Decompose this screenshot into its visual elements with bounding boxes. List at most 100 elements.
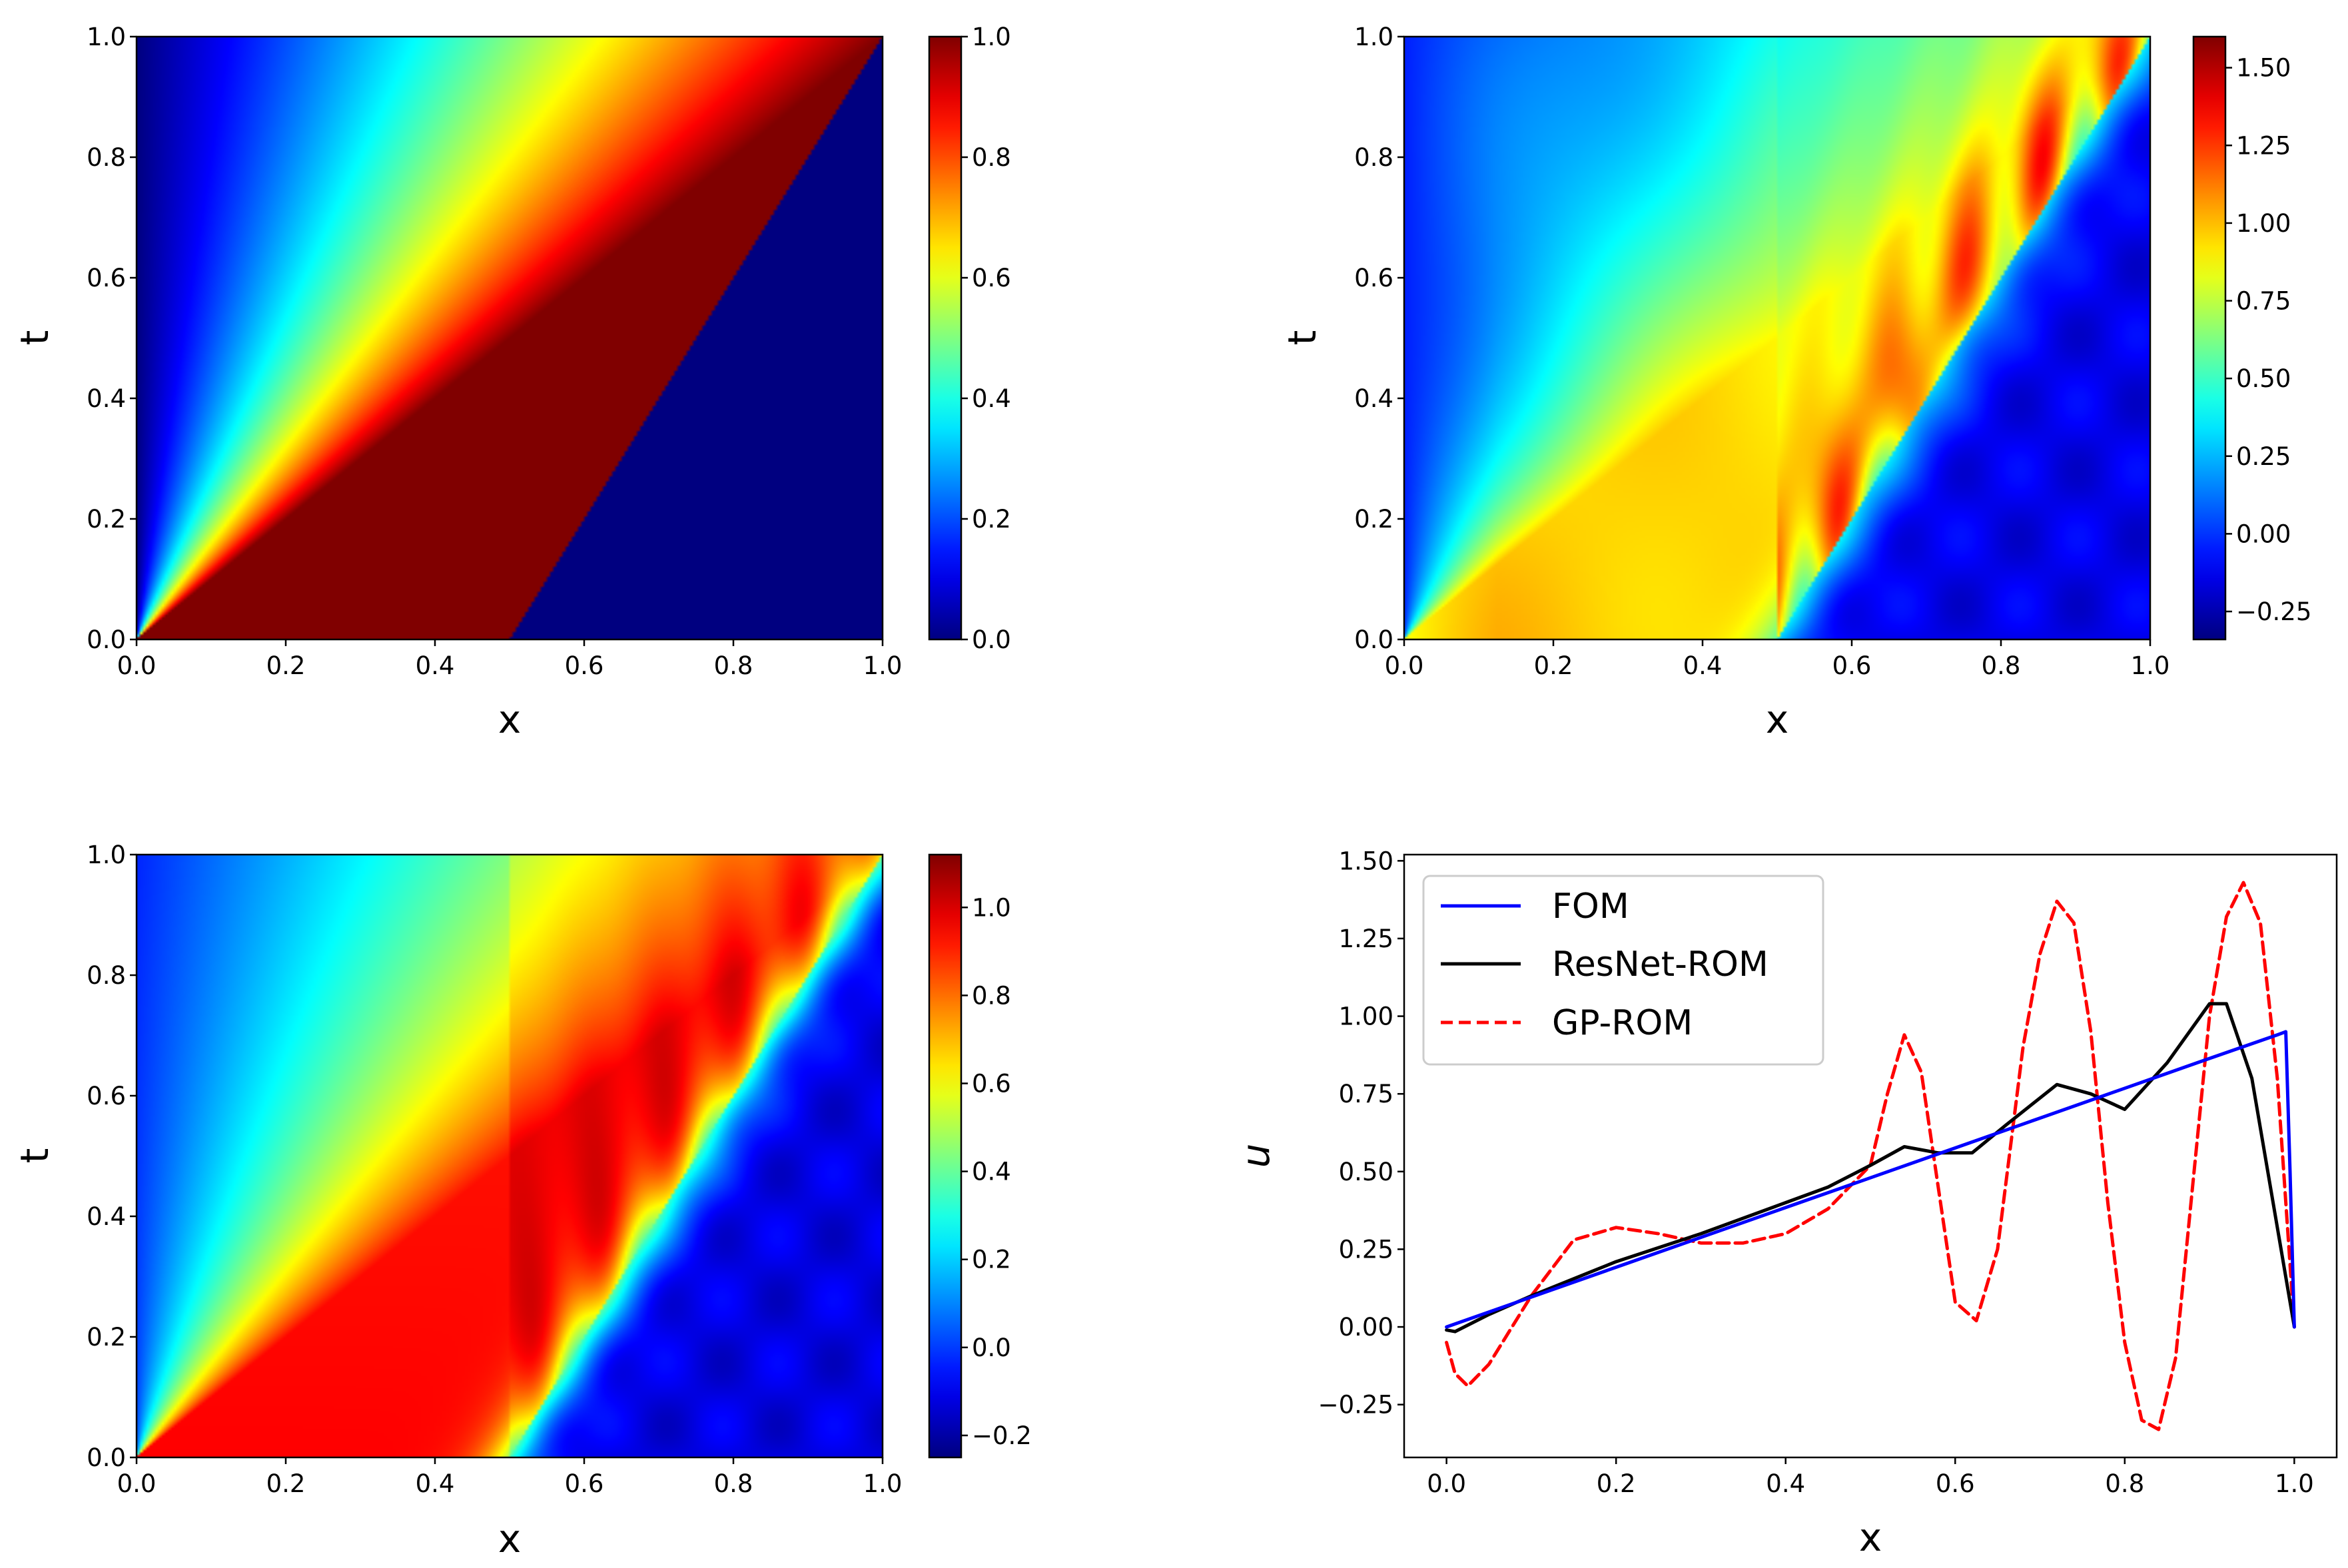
y-tick-label: 0.2 <box>87 505 126 534</box>
x-tick-label: 0.6 <box>565 651 604 680</box>
x-tick-label: 0.0 <box>1427 1469 1466 1498</box>
x-tick-label: 0.0 <box>117 1469 157 1498</box>
resnet-rom-axes-ticks: 0.0 0.2 0.4 0.6 0.8 1.0 0.0 0.2 0.4 0.6 0.8 1.0 <box>87 841 902 1498</box>
y-tick-label: 1.50 <box>1339 847 1393 875</box>
legend-label-fom: FOM <box>1552 887 1629 927</box>
series-line-fom <box>1445 1030 2296 1329</box>
fom-axes-ticks: 0.0 0.2 0.4 0.6 0.8 1.0 0.0 0.2 0.4 0.6 0.8 1.0 <box>87 23 902 680</box>
y-tick-label: −0.25 <box>1318 1391 1393 1419</box>
profile-y-axis-label: u <box>1233 1144 1278 1168</box>
profile-plot-frame <box>1403 853 2338 1459</box>
colorbar-tick-label: 1.50 <box>2236 54 2291 83</box>
x-tick-label: 0.8 <box>714 651 753 680</box>
y-tick-label: 0.4 <box>1354 384 1393 413</box>
x-tick-label: 0.4 <box>1766 1469 1805 1498</box>
colorbar-tick-label: 0.4 <box>972 1158 1011 1186</box>
x-tick-label: 1.0 <box>863 651 903 680</box>
resnet-rom-plot-frame <box>135 853 884 1459</box>
colorbar-tick-label: 0.2 <box>972 1246 1011 1274</box>
colorbar-tick-label: 0.6 <box>972 264 1011 292</box>
y-tick-label: 0.6 <box>87 264 126 292</box>
legend-label-resnet: ResNet-ROM <box>1552 945 1768 984</box>
fom-colorbar: 0.0 0.2 0.4 0.6 0.8 1.0 <box>928 23 1011 654</box>
y-tick-label: 0.00 <box>1339 1313 1393 1342</box>
x-tick-label: 0.2 <box>1597 1469 1636 1498</box>
colorbar-gradient <box>2192 35 2227 641</box>
gp-rom-heatmap-image <box>1404 37 2150 639</box>
fom-heatmap-panel: 0.0 0.2 0.4 0.6 0.8 1.0 0.0 0.2 0.4 0.6 0.8 1.0 x t… <box>12 23 1011 742</box>
legend-label-gp: GP-ROM <box>1552 1003 1693 1043</box>
colorbar-tick-label: 0.50 <box>2236 364 2291 393</box>
colorbar-tick-label: 1.0 <box>972 893 1011 922</box>
fom-y-axis-label: t <box>12 330 57 346</box>
x-tick-label: 0.4 <box>416 1469 455 1498</box>
colorbar-tick-label: 0.25 <box>2236 442 2291 471</box>
fom-plot-frame <box>135 35 884 641</box>
y-tick-label: 1.00 <box>1339 1002 1393 1031</box>
x-tick-label: 0.2 <box>266 1469 306 1498</box>
gp-rom-colorbar: −0.25 0.00 0.25 0.50 0.75 1.00 1.25 1.50 <box>2192 35 2311 641</box>
y-tick-label: 0.0 <box>87 625 126 654</box>
gp-rom-x-axis-label: x <box>1766 697 1788 742</box>
y-tick-label: 0.4 <box>87 1202 126 1231</box>
gp-rom-heatmap-panel: 0.0 0.2 0.4 0.6 0.8 1.0 0.0 0.2 0.4 0.6 0.8 1.0 x t… <box>1280 23 2311 742</box>
colorbar-tick-label: 0.8 <box>972 143 1011 172</box>
resnet-rom-heatmap-image <box>137 855 883 1457</box>
y-tick-label: 0.6 <box>1354 264 1393 292</box>
profile-x-axis-label: x <box>1859 1515 1882 1560</box>
colorbar-tick-label: 0.0 <box>972 1334 1011 1362</box>
y-tick-label: 0.2 <box>87 1323 126 1352</box>
y-tick-label: 0.25 <box>1339 1235 1393 1264</box>
y-tick-label: 0.0 <box>87 1443 126 1472</box>
y-tick-label: 0.6 <box>87 1082 126 1110</box>
legend: FOM ResNet-ROM GP-ROM <box>1422 875 1824 1066</box>
colorbar-tick-label: 0.6 <box>972 1070 1011 1098</box>
y-tick-label: 1.0 <box>87 841 126 869</box>
gp-rom-plot-frame <box>1403 35 2152 641</box>
colorbar-tick-label: 0.2 <box>972 505 1011 534</box>
y-tick-label: 0.50 <box>1339 1158 1393 1186</box>
legend-box <box>1422 875 1824 1066</box>
colorbar-tick-label: 1.25 <box>2236 131 2291 160</box>
x-tick-label: 0.8 <box>714 1469 753 1498</box>
y-tick-label: 0.75 <box>1339 1080 1393 1108</box>
x-tick-label: 0.8 <box>1982 651 2021 680</box>
colorbar-tick-label: 0.00 <box>2236 520 2291 548</box>
resnet-rom-heatmap-panel: 0.0 0.2 0.4 0.6 0.8 1.0 0.0 0.2 0.4 0.6 0.8 1.0 x t… <box>12 841 1032 1561</box>
y-tick-label: 0.8 <box>1354 143 1393 172</box>
colorbar-tick-label: −0.25 <box>2236 597 2311 626</box>
x-tick-label: 0.0 <box>117 651 157 680</box>
y-tick-label: 0.8 <box>87 143 126 172</box>
resnet-rom-y-axis-label: t <box>12 1148 57 1164</box>
colorbar-gradient <box>928 35 963 641</box>
x-tick-label: 0.6 <box>565 1469 604 1498</box>
x-tick-label: 1.0 <box>2275 1469 2314 1498</box>
x-tick-label: 0.6 <box>1936 1469 1975 1498</box>
x-tick-label: 1.0 <box>863 1469 903 1498</box>
colorbar-tick-label: 1.00 <box>2236 209 2291 238</box>
x-tick-label: 0.4 <box>1683 651 1723 680</box>
profile-series <box>1445 881 2296 1431</box>
colorbar-tick-label: 0.75 <box>2236 287 2291 316</box>
colorbar-tick-label: 0.4 <box>972 384 1011 413</box>
resnet-rom-x-axis-label: x <box>498 1516 521 1561</box>
y-tick-label: 0.2 <box>1354 505 1393 534</box>
profile-axes-ticks: 0.0 0.2 0.4 0.6 0.8 1.0 −0.25 0.00 0.25 0.50 0.75 1… <box>1318 847 2314 1498</box>
x-tick-label: 0.8 <box>2105 1469 2144 1498</box>
series-line-gp-rom <box>1445 881 2296 1431</box>
fom-x-axis-label: x <box>498 697 521 742</box>
x-tick-label: 0.4 <box>416 651 455 680</box>
x-tick-label: 0.2 <box>1534 651 1573 680</box>
colorbar-tick-label: −0.2 <box>972 1421 1032 1450</box>
y-tick-label: 1.0 <box>1354 23 1393 51</box>
y-tick-label: 0.0 <box>1354 625 1393 654</box>
colorbar-tick-label: 0.0 <box>972 625 1011 654</box>
x-tick-label: 0.2 <box>266 651 306 680</box>
colorbar-gradient <box>928 853 963 1459</box>
gp-rom-y-axis-label: t <box>1280 330 1325 346</box>
profile-line-panel: 0.0 0.2 0.4 0.6 0.8 1.0 −0.25 0.00 0.25 0.50 0.75 1… <box>1233 847 2338 1560</box>
gp-rom-axes-ticks: 0.0 0.2 0.4 0.6 0.8 1.0 0.0 0.2 0.4 0.6 0.8 1.0 <box>1354 23 2169 680</box>
colorbar-tick-label: 0.8 <box>972 981 1011 1010</box>
y-tick-label: 1.0 <box>87 23 126 51</box>
